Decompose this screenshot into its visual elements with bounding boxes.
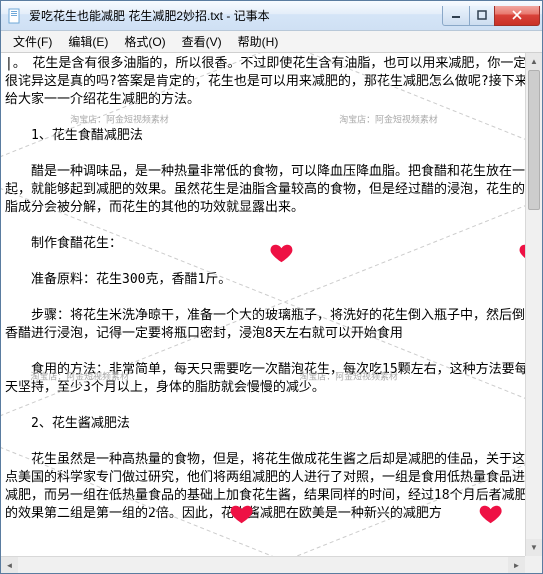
vertical-scrollbar[interactable]: ▲ ▼ — [525, 53, 542, 556]
menubar: 文件(F) 编辑(E) 格式(O) 查看(V) 帮助(H) — [1, 31, 542, 53]
menu-help[interactable]: 帮助(H) — [230, 31, 287, 52]
scroll-up-arrow[interactable]: ▲ — [526, 53, 542, 70]
scroll-down-arrow[interactable]: ▼ — [526, 539, 542, 556]
scroll-v-track[interactable] — [526, 70, 542, 539]
notepad-window: 爱吃花生也能减肥 花生减肥2妙招.txt - 记事本 文件(F) 编辑(E) 格… — [0, 0, 543, 574]
scrollbar-corner — [525, 556, 542, 573]
scroll-right-arrow[interactable]: ► — [508, 557, 525, 573]
horizontal-scrollbar[interactable]: ◄ ► — [1, 556, 525, 573]
menu-file[interactable]: 文件(F) — [5, 31, 60, 52]
minimize-button[interactable] — [442, 6, 470, 26]
menu-view[interactable]: 查看(V) — [174, 31, 230, 52]
text-content[interactable]: |。 花生是含有很多油脂的，所以很香。不过即使花生含有油脂，也可以用来减肥，你一… — [1, 53, 542, 573]
content-area: |。 花生是含有很多油脂的，所以很香。不过即使花生含有油脂，也可以用来减肥，你一… — [1, 53, 542, 573]
scroll-left-arrow[interactable]: ◄ — [1, 557, 18, 573]
menu-format[interactable]: 格式(O) — [116, 31, 173, 52]
menu-edit[interactable]: 编辑(E) — [60, 31, 116, 52]
scroll-v-thumb[interactable] — [528, 70, 540, 210]
close-button[interactable] — [494, 6, 540, 26]
titlebar[interactable]: 爱吃花生也能减肥 花生减肥2妙招.txt - 记事本 — [1, 1, 542, 31]
maximize-button[interactable] — [469, 6, 495, 26]
window-title: 爱吃花生也能减肥 花生减肥2妙招.txt - 记事本 — [29, 7, 443, 24]
window-controls — [443, 6, 540, 26]
app-icon — [7, 8, 23, 24]
